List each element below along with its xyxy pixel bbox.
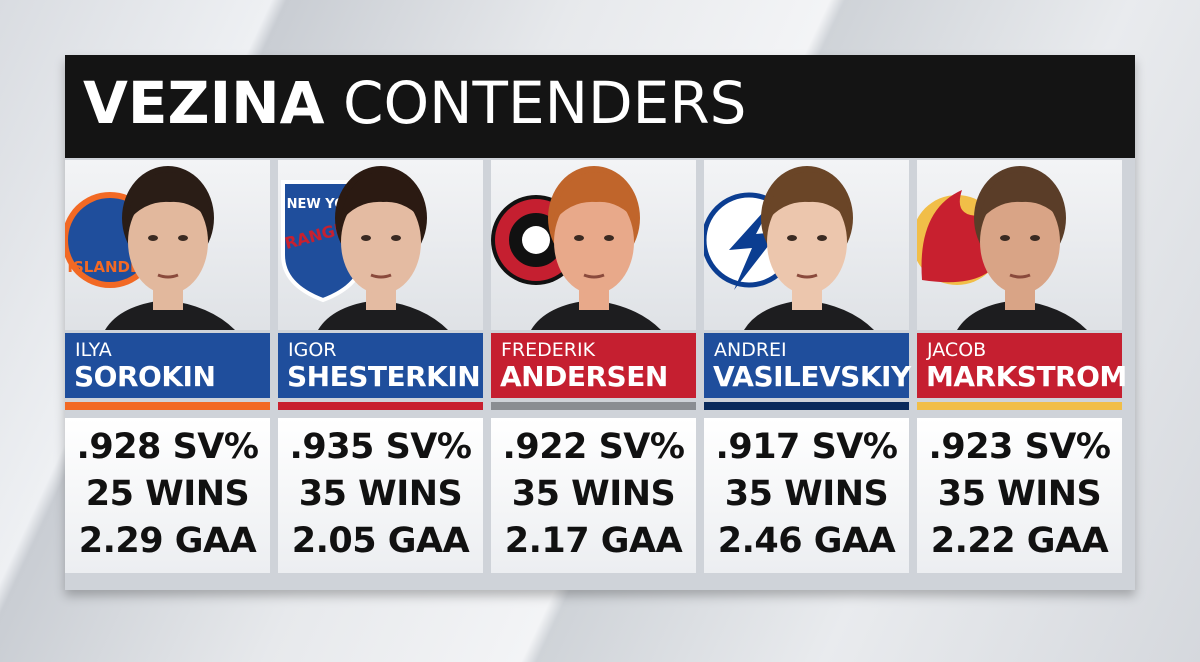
name-band: IGOR SHESTERKIN bbox=[278, 333, 483, 398]
last-name: MARKSTROM bbox=[926, 360, 1127, 393]
mouth bbox=[583, 273, 605, 279]
stat-line: 2.05 GAA bbox=[291, 521, 470, 561]
name-band: FREDERIK ANDERSEN bbox=[491, 333, 696, 398]
title-rest: CONTENDERS bbox=[343, 69, 747, 137]
eye bbox=[574, 235, 584, 241]
player-card: NEW YORK RANGERS IGOR SHESTERKIN .935 SV% 35 … bbox=[278, 160, 483, 573]
team-stripe bbox=[278, 402, 483, 410]
name-band: JACOB MARKSTROM bbox=[917, 333, 1127, 398]
stat-line: .917 SV% bbox=[715, 427, 898, 467]
stat-line: .922 SV% bbox=[502, 427, 685, 467]
stats-box: .923 SV% 35 WINS 2.22 GAA bbox=[917, 418, 1122, 573]
face bbox=[128, 190, 208, 294]
eye bbox=[604, 235, 614, 241]
mouth bbox=[157, 273, 179, 279]
mouth bbox=[370, 273, 392, 279]
hair-top bbox=[127, 172, 211, 222]
title-bold: VEZINA bbox=[83, 69, 325, 137]
stats-box: .935 SV% 35 WINS 2.05 GAA bbox=[278, 418, 483, 573]
first-name: FREDERIK bbox=[501, 339, 596, 361]
stats-box: .922 SV% 35 WINS 2.17 GAA bbox=[491, 418, 696, 573]
hair-top bbox=[766, 172, 850, 222]
name-band: ANDREI VASILEVSKIY bbox=[704, 333, 911, 398]
eye bbox=[787, 235, 797, 241]
eye bbox=[148, 235, 158, 241]
last-name: ANDERSEN bbox=[500, 360, 668, 393]
team-logo-center bbox=[522, 226, 550, 254]
first-name: IGOR bbox=[288, 339, 337, 361]
first-name: ANDREI bbox=[714, 339, 787, 361]
team-logo-bolt bbox=[729, 200, 779, 290]
mouth bbox=[796, 273, 818, 279]
stat-line: .935 SV% bbox=[289, 427, 472, 467]
photo-area bbox=[704, 160, 909, 330]
stat-line: .928 SV% bbox=[76, 427, 259, 467]
stat-line: 2.22 GAA bbox=[930, 521, 1109, 561]
team-stripe bbox=[704, 402, 909, 410]
photo-art bbox=[491, 166, 661, 330]
stat-line: 2.17 GAA bbox=[504, 521, 683, 561]
stat-line: 2.46 GAA bbox=[717, 521, 896, 561]
team-logo-flame bbox=[921, 190, 1002, 283]
team-stripe bbox=[65, 402, 270, 410]
team-stripe bbox=[491, 402, 696, 410]
jersey bbox=[744, 300, 874, 330]
stats-box: .928 SV% 25 WINS 2.29 GAA bbox=[65, 418, 270, 573]
last-name: SOROKIN bbox=[74, 360, 216, 393]
stat-line: 35 WINS bbox=[937, 474, 1102, 514]
eye bbox=[178, 235, 188, 241]
face bbox=[767, 190, 847, 294]
player-card: JACOB MARKSTROM .923 SV% 35 WINS 2.22 GAA bbox=[917, 160, 1127, 573]
photo-area: NEW YORK RANGERS bbox=[278, 160, 483, 330]
last-name: SHESTERKIN bbox=[287, 360, 481, 393]
player-card: FREDERIK ANDERSEN .922 SV% 35 WINS 2.17 GAA bbox=[491, 160, 696, 573]
photo-area bbox=[491, 160, 696, 330]
hair-top bbox=[340, 172, 424, 222]
last-name: VASILEVSKIY bbox=[713, 360, 911, 393]
title-bar: VEZINA CONTENDERS bbox=[65, 55, 1135, 158]
graphic-panel: VEZINA CONTENDERS ISLANDERS ILYA SOROKIN .9… bbox=[65, 55, 1135, 590]
name-band: ILYA SOROKIN bbox=[65, 333, 270, 398]
eye bbox=[1000, 235, 1010, 241]
eye bbox=[1030, 235, 1040, 241]
stat-line: 2.29 GAA bbox=[78, 521, 257, 561]
hair-top bbox=[553, 172, 637, 222]
eye bbox=[391, 235, 401, 241]
jersey bbox=[531, 300, 661, 330]
stat-line: 35 WINS bbox=[511, 474, 676, 514]
stat-line: 25 WINS bbox=[85, 474, 250, 514]
face bbox=[554, 190, 634, 294]
face bbox=[341, 190, 421, 294]
team-stripe bbox=[917, 402, 1122, 410]
photo-art bbox=[917, 166, 1087, 330]
photo-area: ISLANDERS bbox=[65, 160, 270, 330]
stat-line: 35 WINS bbox=[724, 474, 889, 514]
jersey bbox=[957, 300, 1087, 330]
player-card: ISLANDERS ILYA SOROKIN .928 SV% 25 WINS 2.29 … bbox=[65, 160, 270, 573]
jersey bbox=[318, 300, 448, 330]
face bbox=[980, 190, 1060, 294]
first-name: JACOB bbox=[927, 339, 987, 361]
photo-art: ISLANDERS bbox=[65, 166, 235, 330]
photo-art bbox=[704, 166, 874, 330]
jersey bbox=[105, 300, 235, 330]
first-name: ILYA bbox=[75, 339, 112, 361]
hair-top bbox=[979, 172, 1063, 222]
eye bbox=[817, 235, 827, 241]
stat-line: 35 WINS bbox=[298, 474, 463, 514]
mouth bbox=[1009, 273, 1031, 279]
eye bbox=[361, 235, 371, 241]
player-card: ANDREI VASILEVSKIY .917 SV% 35 WINS 2.46 GAA bbox=[704, 160, 911, 573]
title: VEZINA CONTENDERS bbox=[83, 69, 746, 137]
stats-box: .917 SV% 35 WINS 2.46 GAA bbox=[704, 418, 909, 573]
photo-area bbox=[917, 160, 1122, 330]
stat-line: .923 SV% bbox=[928, 427, 1111, 467]
